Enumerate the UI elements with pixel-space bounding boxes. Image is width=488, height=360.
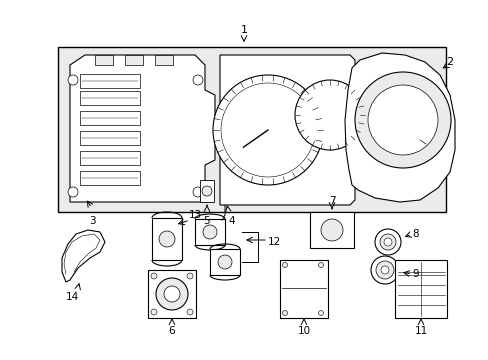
Circle shape (318, 310, 323, 315)
Circle shape (380, 266, 388, 274)
Circle shape (163, 286, 180, 302)
Circle shape (193, 187, 203, 197)
Circle shape (367, 85, 437, 155)
Circle shape (202, 186, 212, 196)
Circle shape (68, 75, 78, 85)
Polygon shape (62, 230, 105, 282)
Circle shape (203, 225, 217, 239)
Polygon shape (220, 55, 354, 205)
Circle shape (221, 83, 314, 177)
Circle shape (320, 219, 342, 241)
Bar (80, 171, 140, 185)
Text: 11: 11 (413, 326, 427, 336)
Bar (280, 260, 327, 318)
Bar (152, 218, 182, 260)
Circle shape (282, 310, 287, 315)
Circle shape (383, 238, 391, 246)
Bar (80, 74, 140, 88)
Text: 6: 6 (168, 326, 175, 336)
Circle shape (193, 75, 203, 85)
Bar (309, 212, 353, 248)
Text: 12: 12 (267, 237, 281, 247)
Circle shape (151, 273, 157, 279)
Text: 7: 7 (328, 196, 335, 206)
Text: 13: 13 (188, 210, 201, 220)
Text: 3: 3 (88, 216, 95, 226)
Text: 5: 5 (203, 216, 210, 226)
Text: 14: 14 (65, 292, 79, 302)
Circle shape (218, 255, 231, 269)
Bar (394, 260, 446, 318)
Bar (195, 219, 224, 245)
Circle shape (282, 262, 287, 267)
Bar (155, 55, 173, 65)
Bar (95, 55, 113, 65)
Circle shape (151, 309, 157, 315)
Bar (148, 270, 196, 318)
Circle shape (186, 309, 193, 315)
Circle shape (159, 231, 175, 247)
Bar (80, 131, 140, 145)
Bar (125, 55, 142, 65)
Polygon shape (70, 55, 215, 202)
Bar (80, 151, 140, 165)
Text: 1: 1 (240, 25, 247, 35)
Circle shape (156, 278, 187, 310)
Bar (200, 180, 214, 202)
Text: 10: 10 (297, 326, 310, 336)
Circle shape (375, 261, 393, 279)
Circle shape (374, 229, 400, 255)
Text: 8: 8 (411, 229, 418, 239)
Text: 4: 4 (227, 216, 234, 226)
Circle shape (318, 262, 323, 267)
Circle shape (68, 187, 78, 197)
Circle shape (354, 72, 450, 168)
Circle shape (379, 234, 395, 250)
Bar (80, 91, 140, 105)
Circle shape (294, 80, 364, 150)
Polygon shape (345, 53, 454, 202)
Text: 2: 2 (446, 57, 453, 67)
Bar (80, 111, 140, 125)
Circle shape (186, 273, 193, 279)
Bar (209, 249, 240, 275)
Bar (58, 47, 445, 212)
Circle shape (370, 256, 398, 284)
Circle shape (213, 75, 323, 185)
Text: 9: 9 (411, 269, 418, 279)
